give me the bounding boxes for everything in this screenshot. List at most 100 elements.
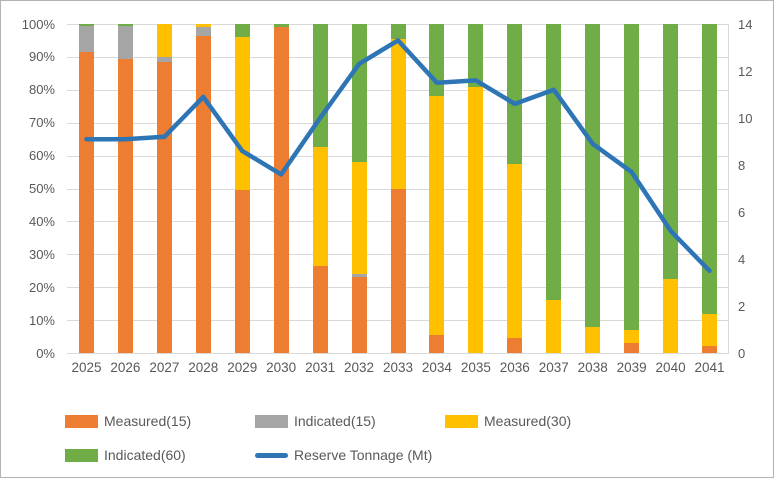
bar-2025 bbox=[78, 24, 94, 353]
bar-segment-measured-30--2040 bbox=[663, 278, 679, 353]
x-axis-label-2028: 2028 bbox=[188, 360, 219, 375]
bar-2032 bbox=[351, 24, 367, 353]
bar-2034 bbox=[429, 24, 445, 353]
bar-segment-indicated-15--2028 bbox=[195, 26, 211, 36]
bar-segment-indicated-60--2041 bbox=[702, 24, 718, 314]
left-axis-tick-80%: 80% bbox=[28, 82, 55, 98]
bar-segment-indicated-60--2035 bbox=[468, 24, 484, 87]
left-axis-tick-20%: 20% bbox=[28, 279, 55, 295]
plot-area bbox=[67, 24, 729, 354]
legend-item-reserve-tonnage-mt: Reserve Tonnage (Mt) bbox=[255, 447, 445, 463]
bar-segment-measured-30--2037 bbox=[546, 300, 562, 353]
bar-segment-measured-30--2035 bbox=[468, 86, 484, 353]
x-axis-label-2032: 2032 bbox=[344, 360, 375, 375]
left-axis-tick-10%: 10% bbox=[28, 312, 55, 328]
legend-swatch-indicated-15-rect-icon bbox=[255, 414, 288, 428]
right-axis-tick-10: 10 bbox=[738, 110, 753, 126]
legend-label-measured-30: Measured(30) bbox=[484, 413, 572, 429]
right-axis-tick-4: 4 bbox=[738, 251, 746, 267]
bar-segment-measured-15--2030 bbox=[273, 27, 289, 353]
x-axis-label-2039: 2039 bbox=[616, 360, 647, 375]
bar-segment-measured-15--2036 bbox=[507, 338, 523, 353]
x-axis-label-2037: 2037 bbox=[538, 360, 569, 375]
bar-segment-indicated-15--2026 bbox=[117, 25, 133, 59]
bar-segment-measured-30--2039 bbox=[624, 329, 640, 344]
bar-segment-measured-15--2031 bbox=[312, 265, 328, 353]
left-axis-tick-60%: 60% bbox=[28, 148, 55, 164]
bar-segment-measured-30--2038 bbox=[585, 326, 601, 353]
bar-segment-measured-15--2032 bbox=[351, 277, 367, 353]
reserve-tonnage-line bbox=[84, 38, 712, 274]
bar-segment-measured-30--2036 bbox=[507, 163, 523, 339]
right-axis-tick-8: 8 bbox=[738, 157, 746, 173]
x-axis-label-2038: 2038 bbox=[577, 360, 608, 375]
x-axis-label-2036: 2036 bbox=[499, 360, 530, 375]
legend-label-indicated-15: Indicated(15) bbox=[294, 413, 376, 429]
bar-segment-measured-30--2028 bbox=[195, 24, 211, 27]
left-axis-tick-40%: 40% bbox=[28, 213, 55, 229]
bar-2040 bbox=[663, 24, 679, 353]
x-axis-label-2030: 2030 bbox=[266, 360, 297, 375]
bar-2026 bbox=[117, 24, 133, 353]
bar-segment-measured-15--2039 bbox=[624, 343, 640, 353]
legend-item-measured-30: Measured(30) bbox=[445, 413, 635, 429]
bar-segment-indicated-60--2030 bbox=[273, 24, 289, 28]
bar-segment-measured-30--2033 bbox=[390, 38, 406, 189]
gridline-0pct bbox=[67, 353, 729, 354]
bar-2038 bbox=[585, 24, 601, 353]
bar-segment-measured-15--2028 bbox=[195, 35, 211, 353]
bar-2039 bbox=[624, 24, 640, 353]
left-axis-tick-30%: 30% bbox=[28, 246, 55, 262]
bar-segment-indicated-60--2040 bbox=[663, 24, 679, 279]
bar-segment-indicated-60--2036 bbox=[507, 24, 523, 164]
bar-segment-indicated-15--2027 bbox=[156, 56, 172, 62]
left-axis-tick-0%: 0% bbox=[36, 345, 55, 361]
bar-segment-measured-30--2041 bbox=[702, 313, 718, 347]
right-axis-tick-0: 0 bbox=[738, 345, 746, 361]
right-axis-tick-12: 12 bbox=[738, 63, 753, 79]
bar-segment-indicated-60--2039 bbox=[624, 24, 640, 330]
x-axis-label-2026: 2026 bbox=[110, 360, 141, 375]
bar-segment-measured-30--2031 bbox=[312, 147, 328, 266]
legend-swatch-measured-30-rect-icon bbox=[445, 414, 478, 428]
x-axis-label-2031: 2031 bbox=[305, 360, 336, 375]
x-axis-label-2041: 2041 bbox=[694, 360, 725, 375]
bar-segment-measured-15--2029 bbox=[234, 190, 250, 353]
legend-item-indicated-15: Indicated(15) bbox=[255, 413, 445, 429]
x-axis-label-2033: 2033 bbox=[382, 360, 414, 375]
bar-2033 bbox=[390, 24, 406, 353]
bar-segment-indicated-15--2025 bbox=[78, 25, 94, 52]
bar-2030 bbox=[273, 24, 289, 353]
bar-2041 bbox=[702, 24, 718, 353]
bar-segment-measured-30--2034 bbox=[429, 96, 445, 335]
legend-row-1: Measured(15) Indicated(15) Measured(30) bbox=[65, 404, 705, 438]
left-axis-tick-90%: 90% bbox=[28, 49, 55, 65]
bar-segment-indicated-60--2033 bbox=[390, 24, 406, 39]
left-axis-tick-70%: 70% bbox=[28, 115, 55, 131]
bar-2028 bbox=[195, 24, 211, 353]
bar-segment-indicated-60--2038 bbox=[585, 24, 601, 327]
plot-right-edge bbox=[728, 24, 729, 353]
bar-2031 bbox=[312, 24, 328, 353]
bar-segment-measured-15--2034 bbox=[429, 334, 445, 353]
bar-segment-indicated-15--2032 bbox=[351, 274, 367, 278]
legend-row-2: Indicated(60) Reserve Tonnage (Mt) bbox=[65, 438, 705, 472]
reserve-tonnage-polyline bbox=[84, 38, 712, 274]
legend: Measured(15) Indicated(15) Measured(30) Ind… bbox=[65, 404, 705, 472]
right-axis-tick-6: 6 bbox=[738, 204, 746, 220]
legend-label-reserve-tonnage-mt: Reserve Tonnage (Mt) bbox=[294, 447, 433, 463]
x-axis-label-2035: 2035 bbox=[460, 360, 491, 375]
legend-label-measured-15: Measured(15) bbox=[104, 413, 192, 429]
left-axis-tick-50%: 50% bbox=[28, 181, 55, 196]
bar-segment-measured-30--2032 bbox=[351, 162, 367, 275]
x-axis-label-2027: 2027 bbox=[149, 360, 180, 375]
left-axis-tick-100%: 100% bbox=[21, 16, 55, 32]
legend-label-indicated-60: Indicated(60) bbox=[104, 447, 186, 463]
bar-segment-indicated-60--2032 bbox=[351, 24, 367, 163]
bar-segment-measured-30--2027 bbox=[156, 24, 172, 57]
bar-segment-measured-15--2025 bbox=[78, 51, 94, 353]
x-axis-label-2034: 2034 bbox=[421, 360, 452, 375]
legend-item-measured-15: Measured(15) bbox=[65, 413, 255, 429]
bar-segment-measured-15--2033 bbox=[390, 188, 406, 353]
bar-segment-measured-15--2041 bbox=[702, 346, 718, 353]
